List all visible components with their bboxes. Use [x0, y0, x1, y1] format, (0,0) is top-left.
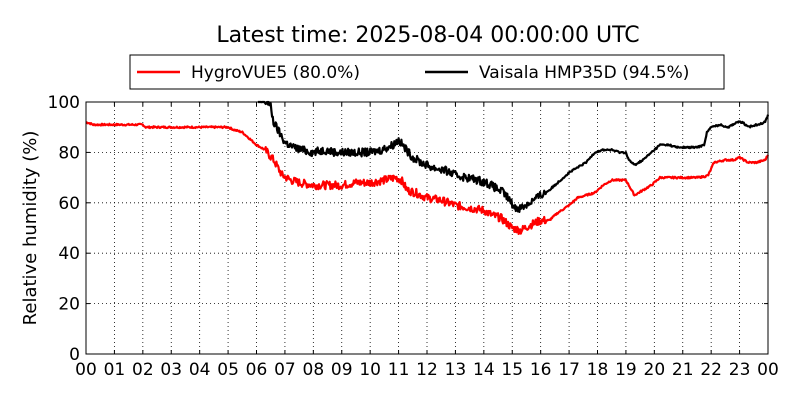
x-tick-label: 11: [388, 360, 410, 380]
chart-legend: HygroVUE5 (80.0%) Vaisala HMP35D (94.5%): [129, 54, 725, 90]
x-tick-label: 01: [104, 360, 126, 380]
x-tick-label: 09: [331, 360, 353, 380]
x-tick-label: 05: [217, 360, 239, 380]
y-tick-label: 100: [48, 93, 80, 113]
chart-title: Latest time: 2025-08-04 00:00:00 UTC: [216, 23, 639, 48]
x-tick-label: 08: [303, 360, 325, 380]
x-tick-label: 20: [644, 360, 666, 380]
chart-grid: [86, 102, 768, 354]
y-tick-label: 80: [58, 143, 80, 163]
x-tick-label: 00: [757, 360, 779, 380]
plot-frame: [85, 101, 769, 355]
y-tick-label: 40: [58, 244, 80, 264]
x-tick-label: 10: [359, 360, 381, 380]
y-axis-tick-labels: 0 20 40 60 80 100: [48, 93, 80, 365]
chart-series: [85, 100, 770, 235]
y-axis-label: Relative humidity (%): [20, 131, 41, 326]
y-tick-label: 60: [58, 194, 80, 214]
x-tick-label: 07: [274, 360, 296, 380]
x-tick-label: 04: [189, 360, 211, 380]
x-tick-label: 13: [445, 360, 467, 380]
x-tick-label: 21: [672, 360, 694, 380]
axis-ticks: [85, 101, 769, 355]
x-tick-label: 23: [729, 360, 751, 380]
x-tick-label: 02: [132, 360, 154, 380]
x-tick-label: 12: [416, 360, 438, 380]
series-line-2: [257, 100, 770, 213]
x-tick-label: 18: [587, 360, 609, 380]
x-tick-label: 19: [615, 360, 637, 380]
x-tick-label: 03: [160, 360, 182, 380]
legend-label-series-2: Vaisala HMP35D (94.5%): [479, 63, 689, 83]
x-tick-label: 00: [75, 360, 97, 380]
x-tick-label: 16: [530, 360, 552, 380]
x-tick-label: 22: [700, 360, 722, 380]
x-axis-tick-labels: 00 01 02 03 04 05 06 07 08 09 10 11 12 13 14 15 16 17 18 19…: [75, 360, 779, 380]
series-line-1: [85, 121, 770, 235]
legend-label-series-1: HygroVUE5 (80.0%): [191, 63, 360, 83]
x-tick-label: 06: [246, 360, 268, 380]
x-tick-label: 14: [473, 360, 495, 380]
y-tick-label: 20: [58, 295, 80, 315]
x-tick-label: 15: [501, 360, 523, 380]
y-tick-label: 0: [69, 345, 80, 365]
x-tick-label: 17: [558, 360, 580, 380]
